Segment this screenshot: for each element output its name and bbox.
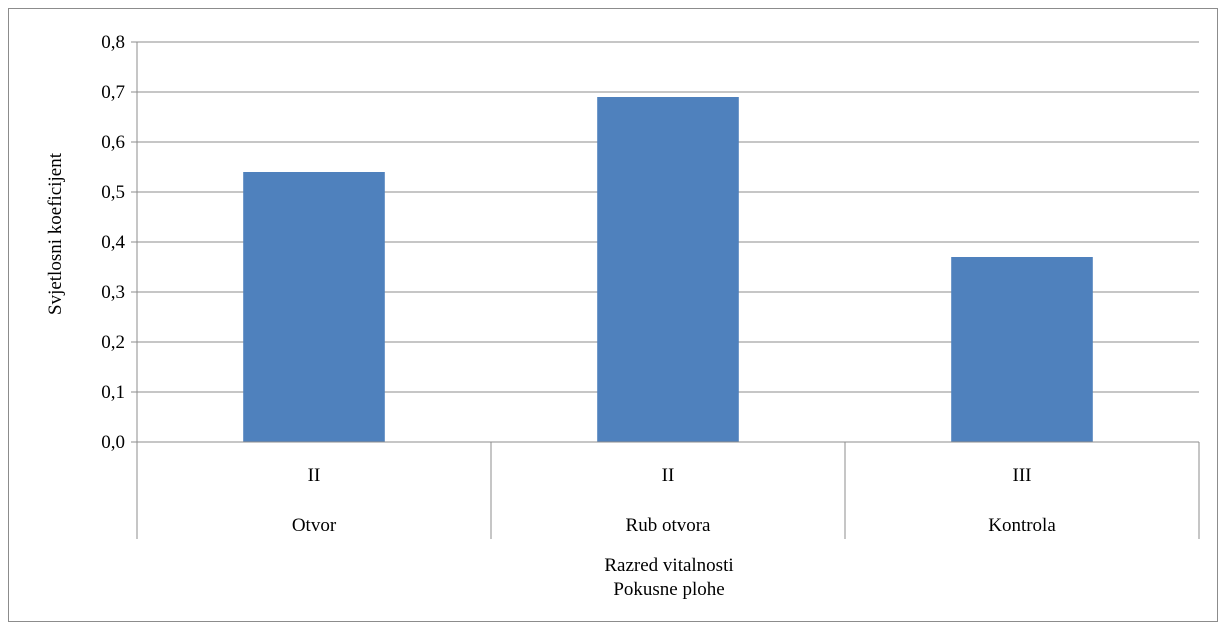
y-tick-label: 0,8 <box>101 32 125 53</box>
x-axis-title-line-2: Pokusne plohe <box>613 579 724 600</box>
bar <box>597 97 739 442</box>
x-category-level2-label: Otvor <box>292 515 337 536</box>
y-tick-label: 0,4 <box>101 232 125 253</box>
y-tick-label: 0,1 <box>101 382 125 403</box>
y-axis-title: Svjetlosni koeficijent <box>45 152 66 315</box>
x-category-level1-label: II <box>308 465 321 486</box>
y-tick-label: 0,5 <box>101 182 125 203</box>
axes <box>131 41 1200 539</box>
bar <box>951 257 1093 442</box>
x-category-level1-label: II <box>662 465 675 486</box>
x-axis-title-line-1: Razred vitalnosti <box>604 555 733 576</box>
y-tick-label: 0,3 <box>101 282 125 303</box>
bar-chart: 0,0 0,1 0,2 0,3 0,4 0,5 0,6 0,7 0,8 II Otvor II Rub… <box>45 32 1200 600</box>
x-category-level2-label: Kontrola <box>988 515 1056 536</box>
y-tick-label: 0,6 <box>101 132 125 153</box>
chart-frame: 0,0 0,1 0,2 0,3 0,4 0,5 0,6 0,7 0,8 II Otvor II Rub… <box>8 8 1218 622</box>
y-tick-label: 0,0 <box>101 432 125 453</box>
y-tick-labels: 0,0 0,1 0,2 0,3 0,4 0,5 0,6 0,7 0,8 <box>101 32 125 453</box>
x-category-level1-label: III <box>1013 465 1032 486</box>
x-category-labels: II Otvor II Rub otvora III Kontrola <box>292 465 1056 536</box>
bars <box>243 97 1093 442</box>
x-category-level2-label: Rub otvora <box>626 515 712 536</box>
bar <box>243 172 385 442</box>
y-tick-label: 0,7 <box>101 82 125 103</box>
y-tick-label: 0,2 <box>101 332 125 353</box>
